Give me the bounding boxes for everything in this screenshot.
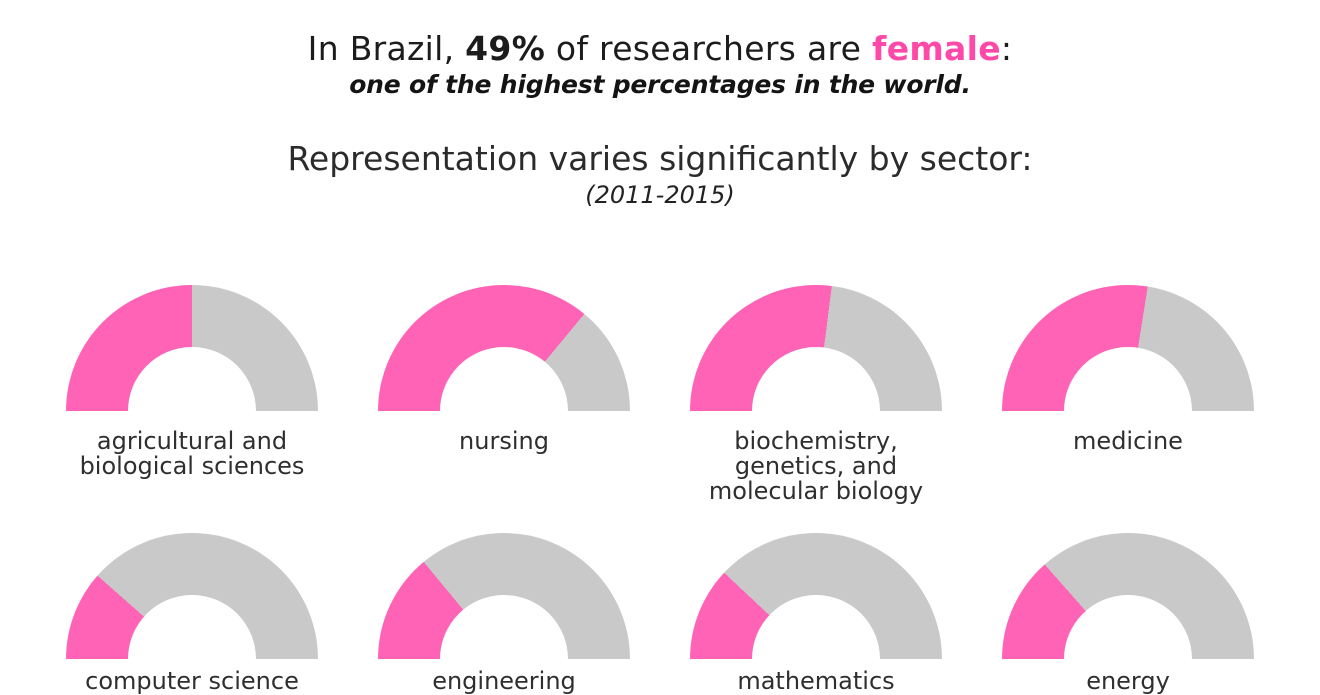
- label-line: nursing: [459, 427, 549, 455]
- gauge-hole: [752, 595, 880, 659]
- gauge-cell-nursing: nursing: [348, 285, 660, 504]
- gauge-hole: [440, 595, 568, 659]
- gauge-label-nursing: nursing: [459, 429, 549, 454]
- label-line: biochemistry,: [734, 427, 898, 455]
- label-line: genetics, and: [734, 452, 898, 480]
- label-line: molecular biology: [708, 477, 924, 505]
- gauge-nursing: [378, 285, 630, 411]
- gauge-label-agricultural-and-biological-sciences: agricultural and biological sciences: [80, 429, 305, 479]
- gauge-hole: [752, 347, 880, 411]
- subtitle: one of the highest percentages in the wo…: [349, 69, 971, 99]
- gauge-engineering: [378, 533, 630, 659]
- gauges-row-1: agricultural and biological sciences nursi…: [36, 285, 1284, 504]
- title-mid: of researchers are: [545, 29, 873, 68]
- gauge-mathematics: [690, 533, 942, 659]
- period-label: (2011-2015): [585, 180, 735, 209]
- gauges-row-2: computer science engineering mathematics en…: [36, 533, 1284, 694]
- label-line: agricultural and: [96, 427, 288, 455]
- gauge-computer-science: [66, 533, 318, 659]
- gauge-agricultural-and-biological-sciences: [66, 285, 318, 411]
- label-line: computer science: [85, 667, 299, 695]
- gauge-hole: [128, 595, 256, 659]
- gauge-label-mathematics: mathematics: [737, 669, 894, 694]
- gauge-label-biochemistry-genetics-and-molecular-biology: biochemistry, genetics, and molecular biol…: [709, 429, 923, 504]
- label-line: medicine: [1073, 427, 1183, 455]
- gauge-cell-engineering: engineering: [348, 533, 660, 694]
- gauge-hole: [1064, 595, 1192, 659]
- stat-49-percent: 49%: [465, 29, 546, 68]
- label-line: energy: [1086, 667, 1170, 695]
- title-prefix: In Brazil,: [307, 29, 466, 68]
- gauge-hole: [440, 347, 568, 411]
- page-title: In Brazil, 49% of researchers are female…: [0, 30, 1320, 68]
- gauge-energy: [1002, 533, 1254, 659]
- label-line: mathematics: [737, 667, 895, 695]
- gauge-cell-computer-science: computer science: [36, 533, 348, 694]
- gauge-cell-biochemistry-genetics-and-molecular-biology: biochemistry, genetics, and molecular biol…: [660, 285, 972, 504]
- sector-heading: Representation varies significantly by s…: [287, 138, 1033, 178]
- header: In Brazil, 49% of researchers are female…: [0, 30, 1320, 209]
- female-highlight: female: [872, 29, 1001, 68]
- gauge-label-engineering: engineering: [432, 669, 576, 694]
- gauge-hole: [128, 347, 256, 411]
- label-line: engineering: [432, 667, 576, 695]
- gauge-label-computer-science: computer science: [85, 669, 299, 694]
- label-line: biological sciences: [79, 452, 305, 480]
- gauge-label-energy: energy: [1086, 669, 1170, 694]
- gauge-biochemistry-genetics-and-molecular-biology: [690, 285, 942, 411]
- gauge-medicine: [1002, 285, 1254, 411]
- gauge-label-medicine: medicine: [1073, 429, 1183, 454]
- gauge-cell-medicine: medicine: [972, 285, 1284, 504]
- title-suffix: :: [1000, 29, 1013, 68]
- gauge-cell-energy: energy: [972, 533, 1284, 694]
- gauge-hole: [1064, 347, 1192, 411]
- gauge-cell-mathematics: mathematics: [660, 533, 972, 694]
- gauge-cell-agricultural-and-biological-sciences: agricultural and biological sciences: [36, 285, 348, 504]
